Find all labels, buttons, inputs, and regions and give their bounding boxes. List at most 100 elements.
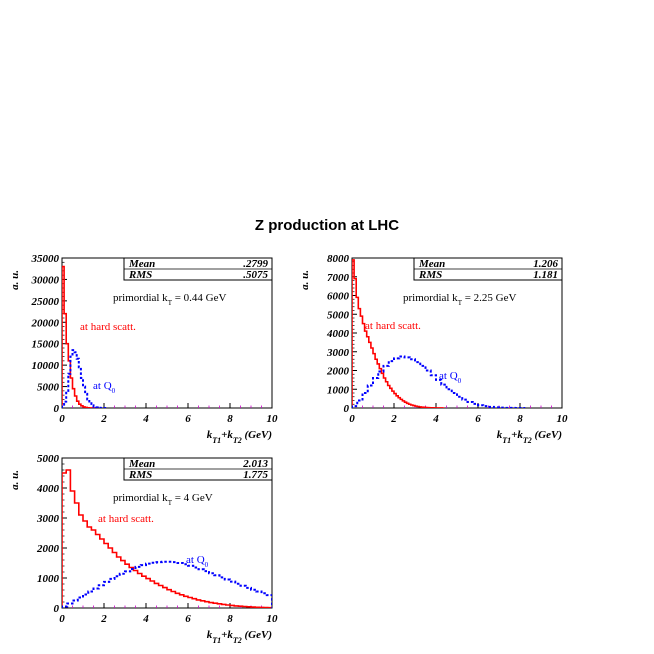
stats-value: 1.181 bbox=[533, 269, 558, 281]
series-label-part: 0 bbox=[458, 377, 462, 385]
x-tick-label: 8 bbox=[517, 413, 523, 425]
note-text: primordial k bbox=[113, 292, 168, 304]
stats-value: .5075 bbox=[243, 269, 268, 281]
chart-panel-top-right: 0 1000 2000 3000 4000 5000 6000 7000 8000 0 2 4 6 8 10… bbox=[299, 253, 569, 445]
x-axis-label-part: T1 bbox=[212, 436, 221, 445]
x-axis-label-part: (GeV) bbox=[532, 429, 562, 441]
x-tick-label: 2 bbox=[390, 413, 397, 425]
y-tick-label: 6000 bbox=[327, 291, 350, 303]
primordial-kt-note: primordial kT = 0.44 GeV bbox=[113, 292, 226, 307]
x-tick-label: 4 bbox=[142, 413, 149, 425]
x-tick-label: 2 bbox=[100, 613, 107, 625]
series-label-part: at Q bbox=[439, 370, 458, 382]
series-label-part: at Q bbox=[93, 380, 112, 392]
y-tick-label: 35000 bbox=[31, 253, 60, 265]
y-axis-label: a. u. bbox=[299, 270, 311, 290]
stats-label: Mean bbox=[128, 258, 155, 270]
y-tick-label: 5000 bbox=[37, 453, 60, 465]
series-label-part: at Q bbox=[186, 554, 205, 566]
note-value: = 2.25 GeV bbox=[462, 292, 517, 304]
x-axis-label-part: (GeV) bbox=[242, 429, 272, 441]
series-label-part: at hard scatt. bbox=[98, 513, 154, 525]
y-tick-label: 10000 bbox=[32, 360, 60, 372]
stats-value: 1.775 bbox=[243, 469, 268, 481]
series-q0-line bbox=[352, 355, 526, 408]
series-label-part: at hard scatt. bbox=[80, 321, 136, 333]
y-tick-label: 0 bbox=[344, 403, 350, 415]
stats-label: RMS bbox=[128, 269, 152, 281]
chart-panel-top-left: 0 5000 10000 15000 20000 25000 30000 35000 0 2 4 6 8… bbox=[9, 253, 279, 445]
x-axis-label-part: k bbox=[207, 429, 213, 441]
y-tick-label: 2000 bbox=[326, 366, 350, 378]
x-tick-label: 10 bbox=[557, 413, 569, 425]
series-hard-scatt-line bbox=[62, 469, 272, 608]
x-axis-label-part: k bbox=[207, 629, 213, 641]
note-subscript: T bbox=[168, 299, 173, 307]
y-axis-label: a. u. bbox=[9, 470, 21, 490]
x-axis-label-part: T2 bbox=[523, 436, 532, 445]
x-axis-label-part: T2 bbox=[233, 436, 242, 445]
x-tick-label: 4 bbox=[432, 413, 439, 425]
stats-label: Mean bbox=[128, 458, 155, 470]
x-axis-label-part: T1 bbox=[502, 436, 511, 445]
note-value: = 4 GeV bbox=[172, 492, 213, 504]
x-axis-label: kT1+kT2 (GeV) bbox=[207, 429, 272, 445]
y-tick-label: 2000 bbox=[36, 543, 60, 555]
series-label-part: 0 bbox=[112, 387, 116, 395]
y-tick-label: 1000 bbox=[327, 384, 350, 396]
x-tick-label: 6 bbox=[185, 613, 191, 625]
y-tick-label: 4000 bbox=[36, 483, 60, 495]
x-axis-label-part: +k bbox=[511, 429, 523, 441]
x-tick-label: 6 bbox=[475, 413, 481, 425]
series-q0-label: at Q0 bbox=[93, 380, 116, 395]
x-tick-label: 10 bbox=[267, 413, 279, 425]
x-axis-label-part: k bbox=[497, 429, 503, 441]
series-hard-scatt-label: at hard scatt. bbox=[365, 320, 421, 332]
y-tick-label: 15000 bbox=[32, 339, 60, 351]
y-tick-label: 5000 bbox=[327, 309, 350, 321]
y-tick-label: 20000 bbox=[31, 317, 60, 329]
series-q0-label: at Q0 bbox=[439, 370, 462, 385]
page-title: Z production at LHC bbox=[254, 217, 400, 234]
y-tick-label: 3000 bbox=[36, 513, 60, 525]
note-subscript: T bbox=[168, 499, 173, 507]
stats-label: Mean bbox=[418, 258, 445, 270]
x-tick-label: 0 bbox=[349, 413, 355, 425]
series-q0-label: at Q0 bbox=[186, 554, 209, 569]
x-tick-label: 8 bbox=[227, 613, 233, 625]
stats-value: 1.206 bbox=[533, 258, 558, 270]
stats-value: .2799 bbox=[243, 258, 268, 270]
primordial-kt-note: primordial kT = 2.25 GeV bbox=[403, 292, 516, 307]
note-text: primordial k bbox=[403, 292, 458, 304]
x-axis-label-part: T1 bbox=[212, 636, 221, 645]
x-axis-label-part: +k bbox=[221, 629, 233, 641]
x-axis-label: kT1+kT2 (GeV) bbox=[497, 429, 562, 445]
x-axis-label-part: +k bbox=[221, 429, 233, 441]
x-axis-label-part: (GeV) bbox=[242, 629, 272, 641]
series-q0-line bbox=[62, 560, 272, 608]
series-hard-scatt-line bbox=[62, 265, 98, 408]
y-tick-label: 25000 bbox=[31, 296, 60, 308]
note-text: primordial k bbox=[113, 492, 168, 504]
series-hard-scatt-line bbox=[352, 259, 445, 408]
x-axis-label-part: T2 bbox=[233, 636, 242, 645]
y-axis-label: a. u. bbox=[9, 270, 21, 290]
series-label-part: 0 bbox=[205, 561, 209, 569]
stats-label: RMS bbox=[418, 269, 442, 281]
series-q0-line bbox=[62, 349, 107, 408]
x-tick-label: 4 bbox=[142, 613, 149, 625]
x-tick-label: 2 bbox=[100, 413, 107, 425]
x-tick-label: 8 bbox=[227, 413, 233, 425]
y-tick-label: 5000 bbox=[37, 382, 60, 394]
x-tick-label: 6 bbox=[185, 413, 191, 425]
stats-label: RMS bbox=[128, 469, 152, 481]
x-tick-label: 0 bbox=[59, 613, 65, 625]
stats-value: 2.013 bbox=[242, 458, 268, 470]
y-tick-label: 7000 bbox=[327, 272, 350, 284]
series-hard-scatt-label: at hard scatt. bbox=[98, 513, 154, 525]
y-tick-label: 8000 bbox=[327, 253, 350, 265]
series-label-part: at hard scatt. bbox=[365, 320, 421, 332]
y-tick-label: 4000 bbox=[326, 328, 350, 340]
y-tick-label: 1000 bbox=[37, 573, 60, 585]
x-tick-label: 0 bbox=[59, 413, 65, 425]
